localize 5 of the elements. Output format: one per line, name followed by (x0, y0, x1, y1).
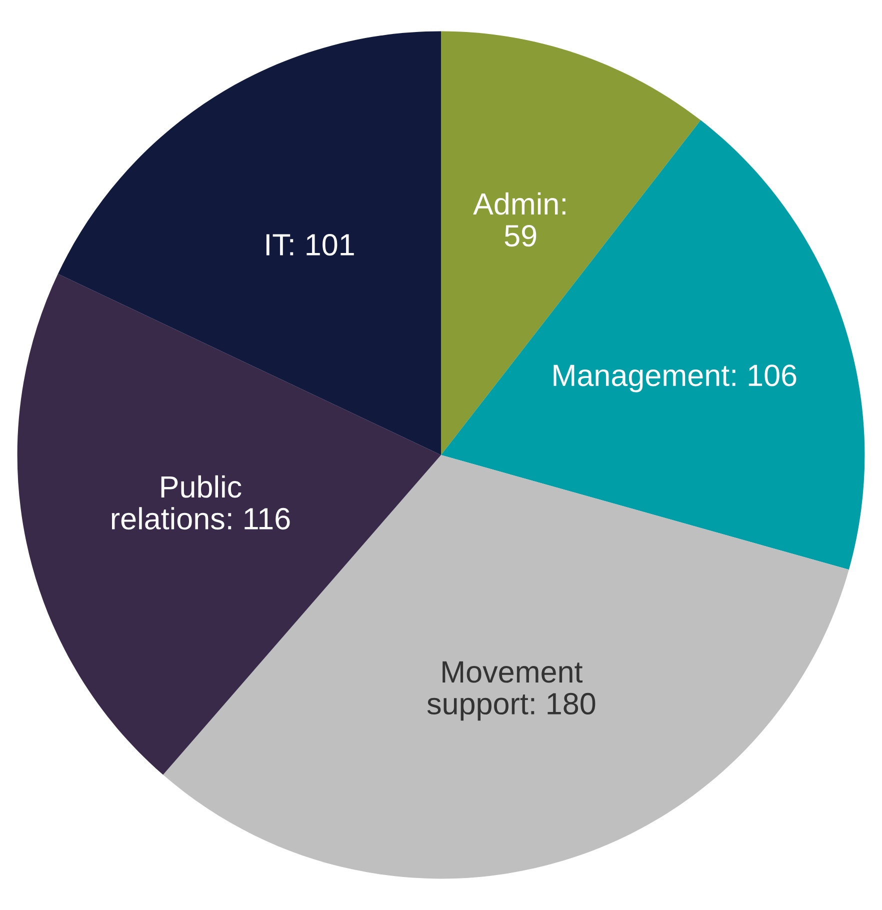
slice-label: Movement support: 180 (427, 661, 596, 721)
slice-label: IT: 101 (266, 234, 354, 256)
slice-label: Admin: 59 (473, 192, 566, 247)
slice-label: Public relations: 116 (112, 475, 290, 530)
slice-label: Management: 106 (554, 364, 796, 392)
